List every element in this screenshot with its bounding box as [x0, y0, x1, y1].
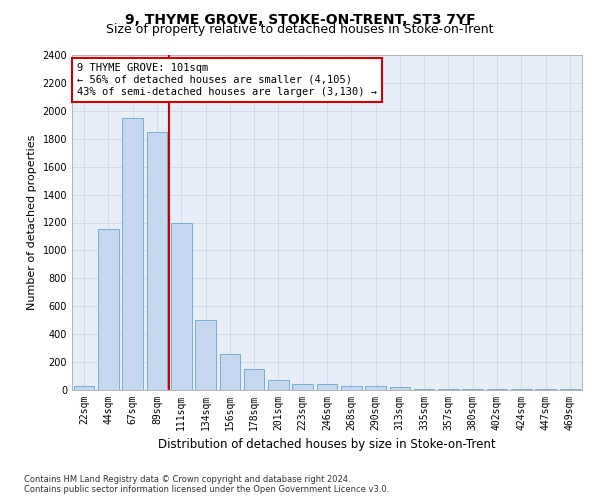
Bar	[317, 384, 337, 390]
Bar	[171, 222, 191, 390]
Bar	[146, 132, 167, 390]
Bar	[220, 354, 240, 390]
Bar	[438, 388, 459, 390]
Y-axis label: Number of detached properties: Number of detached properties	[27, 135, 37, 310]
Bar	[487, 388, 508, 390]
Bar	[244, 369, 265, 390]
Bar	[414, 388, 434, 390]
Bar	[463, 388, 483, 390]
Text: Contains HM Land Registry data © Crown copyright and database right 2024.
Contai: Contains HM Land Registry data © Crown c…	[24, 474, 389, 494]
Bar	[511, 388, 532, 390]
X-axis label: Distribution of detached houses by size in Stoke-on-Trent: Distribution of detached houses by size …	[158, 438, 496, 452]
Text: 9, THYME GROVE, STOKE-ON-TRENT, ST3 7YF: 9, THYME GROVE, STOKE-ON-TRENT, ST3 7YF	[125, 12, 475, 26]
Bar	[268, 380, 289, 390]
Bar	[389, 387, 410, 390]
Bar	[292, 384, 313, 390]
Text: Size of property relative to detached houses in Stoke-on-Trent: Size of property relative to detached ho…	[106, 22, 494, 36]
Bar	[341, 386, 362, 390]
Bar	[98, 230, 119, 390]
Bar	[122, 118, 143, 390]
Text: 9 THYME GROVE: 101sqm
← 56% of detached houses are smaller (4,105)
43% of semi-d: 9 THYME GROVE: 101sqm ← 56% of detached …	[77, 64, 377, 96]
Bar	[74, 386, 94, 390]
Bar	[365, 386, 386, 390]
Bar	[195, 320, 216, 390]
